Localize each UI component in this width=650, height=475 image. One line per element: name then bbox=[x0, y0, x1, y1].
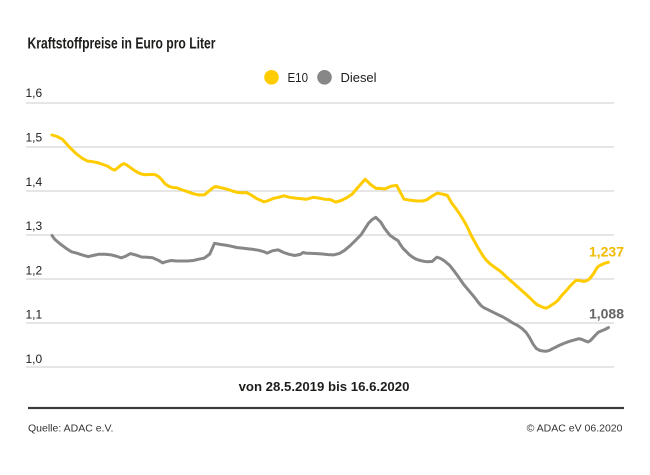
svg-text:E10: E10 bbox=[288, 70, 309, 85]
svg-text:Quelle: ADAC e.V.: Quelle: ADAC e.V. bbox=[28, 423, 113, 435]
svg-text:1,4: 1,4 bbox=[26, 175, 43, 189]
svg-text:© ADAC eV 06.2020: © ADAC eV 06.2020 bbox=[527, 422, 623, 434]
svg-text:1,237: 1,237 bbox=[589, 244, 624, 260]
svg-text:Kraftstoffpreise in Euro pro L: Kraftstoffpreise in Euro pro Liter bbox=[28, 36, 216, 53]
svg-text:Diesel: Diesel bbox=[341, 70, 377, 85]
svg-text:1,1: 1,1 bbox=[26, 308, 43, 322]
svg-text:1,088: 1,088 bbox=[589, 306, 624, 322]
svg-text:1,3: 1,3 bbox=[26, 219, 43, 233]
svg-text:1,6: 1,6 bbox=[26, 86, 43, 100]
svg-text:1,2: 1,2 bbox=[26, 263, 43, 277]
svg-text:1,0: 1,0 bbox=[26, 352, 43, 366]
svg-text:von 28.5.2019 bis 16.6.2020: von 28.5.2019 bis 16.6.2020 bbox=[239, 379, 410, 394]
svg-text:1,5: 1,5 bbox=[26, 131, 43, 145]
